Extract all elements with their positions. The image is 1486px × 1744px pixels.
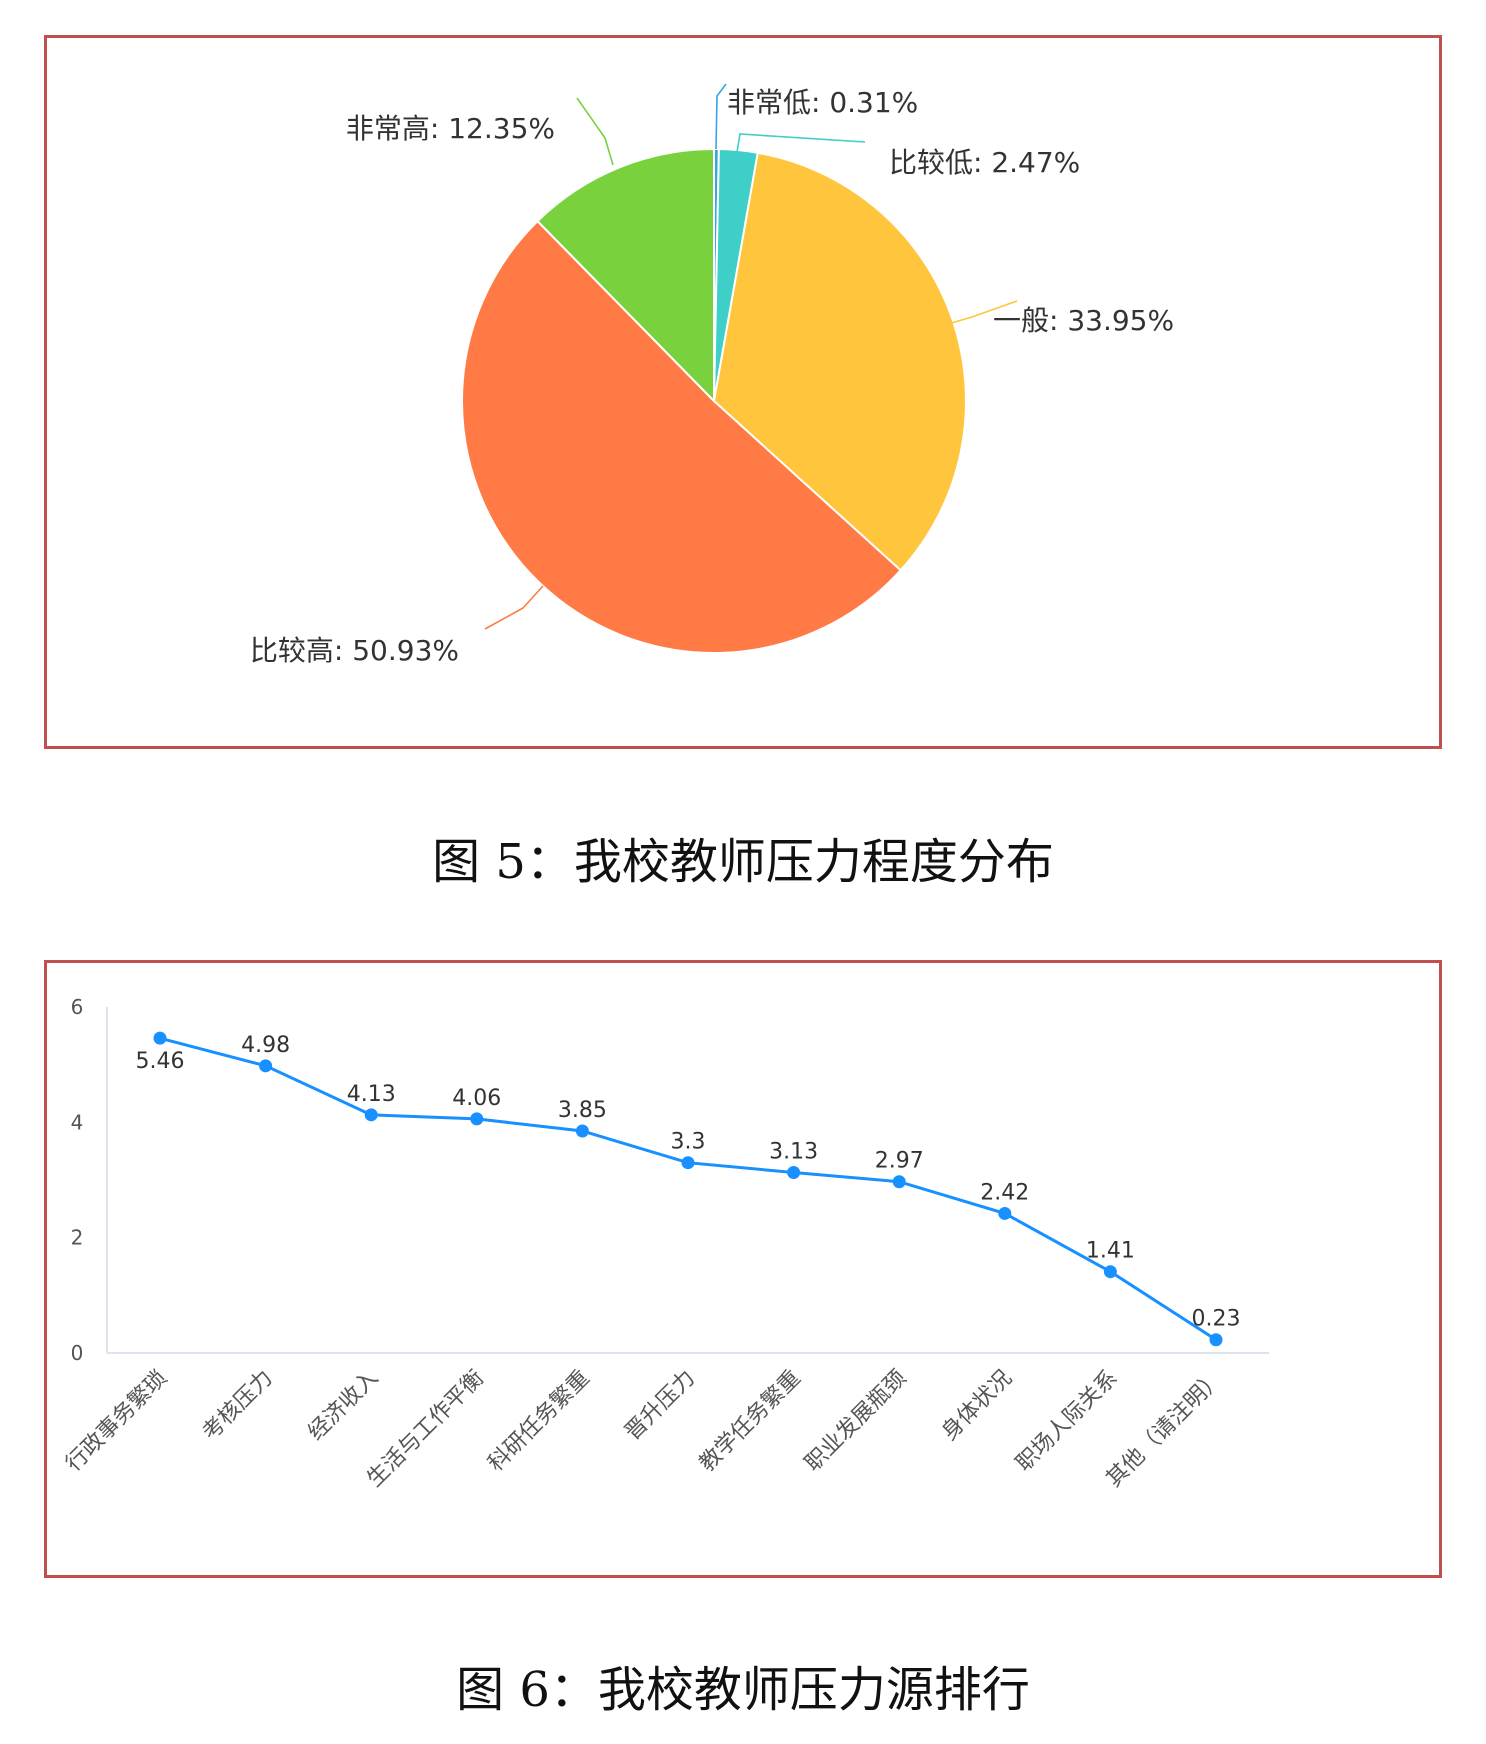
y-tick-label: 0 (71, 1341, 84, 1365)
x-category-label: 行政事务繁琐 (61, 1366, 172, 1477)
data-point (787, 1166, 801, 1180)
data-point (892, 1175, 906, 1189)
pie-chart: 非常低: 0.31% 比较低: 2.47% 一般: 33.95% 比较高: 50.93… (250, 83, 1174, 667)
figure-5-caption: 图 5：我校教师压力程度分布 (432, 834, 1054, 890)
pie-slice-label-1: 非常低: 0.31% (727, 86, 918, 119)
data-label: 3.13 (769, 1140, 818, 1165)
data-label: 2.42 (980, 1180, 1029, 1205)
y-tick-label: 6 (71, 995, 84, 1019)
pie-leader-line-5 (576, 97, 614, 166)
y-tick-label: 4 (71, 1110, 84, 1134)
data-label: 3.3 (671, 1130, 706, 1155)
data-label: 0.23 (1192, 1307, 1241, 1332)
x-category-label: 经济收入 (304, 1366, 384, 1446)
data-point (575, 1124, 589, 1138)
data-point (259, 1059, 273, 1073)
data-label: 3.85 (558, 1098, 607, 1123)
pie-slice-4 (461, 219, 903, 654)
data-point (998, 1206, 1012, 1220)
data-label: 4.98 (241, 1033, 290, 1058)
pie-leader-line-1 (715, 83, 727, 150)
data-point (1209, 1333, 1223, 1347)
y-tick-label: 2 (71, 1226, 84, 1250)
x-category-label: 考核压力 (198, 1366, 278, 1446)
pie-slice-3 (712, 151, 967, 572)
data-point (364, 1108, 378, 1122)
pie-slice-5 (536, 147, 715, 404)
x-category-label: 职场人际关系 (1012, 1366, 1123, 1477)
pie-leader-line-3 (940, 300, 1018, 327)
pie-slice-label-3: 一般: 33.95% (993, 304, 1174, 337)
pie-chart-panel: 非常低: 0.31% 比较低: 2.47% 一般: 33.95% 比较高: 50.93… (44, 35, 1442, 749)
data-label: 4.13 (347, 1082, 396, 1107)
x-category-label: 晋升压力 (620, 1366, 700, 1446)
pie-slice-label-5: 非常高: 12.35% (346, 112, 555, 145)
data-label: 2.97 (875, 1149, 924, 1174)
x-category-label: 职业发展瓶颈 (800, 1366, 911, 1477)
data-label: 1.41 (1086, 1239, 1135, 1264)
data-label: 4.06 (452, 1086, 501, 1111)
data-point (1103, 1265, 1117, 1279)
data-point (470, 1112, 484, 1126)
figure-6-caption: 图 6：我校教师压力源排行 (456, 1662, 1030, 1718)
data-point (153, 1031, 167, 1045)
pie-slice-label-2: 比较低: 2.47% (889, 146, 1080, 179)
pie-leader-line-2 (736, 133, 866, 153)
x-category-label: 科研任务繁重 (484, 1366, 595, 1477)
line-chart: 02465.46行政事务繁琐4.98考核压力4.13经济收入4.06生活与工作平… (61, 995, 1269, 1492)
x-category-label: 教学任务繁重 (695, 1366, 806, 1477)
data-label: 5.46 (136, 1049, 185, 1074)
pie-slice-label-4: 比较高: 50.93% (250, 634, 459, 667)
x-category-label: 身体状况 (937, 1366, 1017, 1446)
line-chart-panel: 0 2 4 6 5.46 行政事务繁琐 4.98 考核压力 4.13 经济收入 4.06 生活与工作平… (44, 960, 1442, 1578)
data-point (681, 1156, 695, 1170)
series-line (159, 1036, 1217, 1341)
pie-leader-line-4 (484, 585, 544, 630)
